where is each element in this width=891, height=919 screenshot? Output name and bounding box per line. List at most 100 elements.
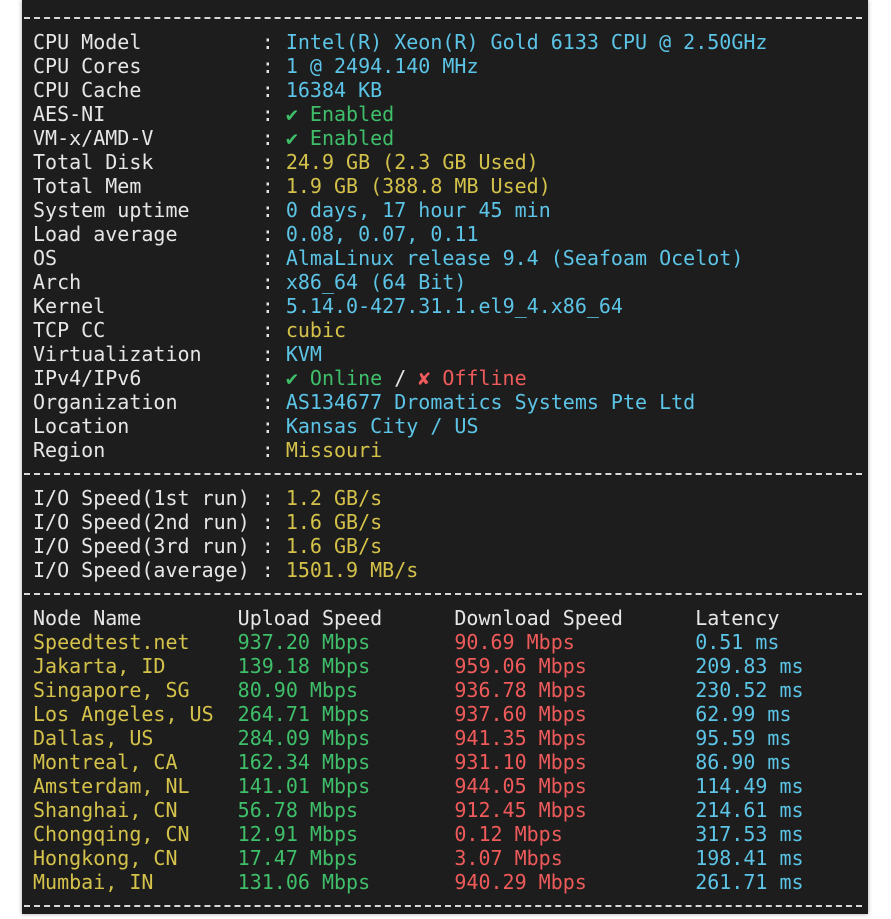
info-value: AlmaLinux release 9.4 (Seafoam Ocelot) [285,246,744,270]
info-separator: : [261,414,274,438]
io-separator: : [261,558,274,582]
info-separator: : [261,78,274,102]
table-cell: 198.41 ms [695,846,804,870]
io-value: 1.6 GB/s [285,510,383,534]
info-value: 5.14.0-427.31.1.el9_4.x86_64 [285,294,623,318]
io-label: I/O Speed(1st run) [33,486,250,510]
info-separator: : [261,342,274,366]
info-label: Organization [33,390,178,414]
io-separator: : [261,534,274,558]
table-cell: 86.90 ms [695,750,792,774]
table-cell: 317.53 ms [695,822,804,846]
table-cell: 284.09 Mbps [237,726,371,750]
separator-line [24,593,862,595]
info-value: 24.9 GB (2.3 GB Used) [285,150,539,174]
info-value: ✔ Enabled [285,102,395,126]
table-cell: Montreal, CA [33,750,178,774]
info-value: ✔ Enabled [285,126,395,150]
table-cell: 941.35 Mbps [454,726,587,750]
info-value: 0 days, 17 hour 45 min [285,198,551,222]
table-cell: 12.91 Mbps [237,822,359,846]
table-cell: 261.71 ms [695,870,804,894]
table-cell: Chongqing, CN [33,822,190,846]
info-label: CPU Cache [33,78,142,102]
table-cell: 80.90 Mbps [237,678,359,702]
table-cell: Dallas, US [33,726,154,750]
info-separator: : [261,318,274,342]
info-label: Total Disk [33,150,154,174]
io-label: I/O Speed(average) [33,558,250,582]
info-label: VM-x/AMD-V [33,126,154,150]
table-cell: 940.29 Mbps [454,870,587,894]
info-label: Virtualization [33,342,202,366]
table-cell: 17.47 Mbps [237,846,359,870]
table-cell: 131.06 Mbps [237,870,371,894]
info-label: Kernel [33,294,106,318]
table-cell: 937.20 Mbps [237,630,371,654]
io-label: I/O Speed(3rd run) [33,534,250,558]
io-value: 1.2 GB/s [285,486,383,510]
table-cell: Shanghai, CN [33,798,178,822]
info-separator: : [261,126,274,150]
io-label: I/O Speed(2nd run) [33,510,250,534]
info-value: Kansas City / US [285,414,479,438]
table-header: Node Name [33,606,142,630]
table-cell: 90.69 Mbps [454,630,575,654]
info-label: CPU Model [33,30,142,54]
info-separator: : [261,174,274,198]
table-cell: 0.51 ms [695,630,780,654]
table-header: Upload Speed [237,606,383,630]
table-header: Latency [695,606,780,630]
info-value: ✘ Offline [418,366,527,390]
info-label: Total Mem [33,174,142,198]
info-label: CPU Cores [33,54,142,78]
info-value: / [394,366,407,390]
table-cell: 56.78 Mbps [237,798,359,822]
table-cell: 3.07 Mbps [454,846,563,870]
info-value: Missouri [285,438,383,462]
table-cell: 937.60 Mbps [454,702,587,726]
info-label: IPv4/IPv6 [33,366,142,390]
table-cell: 0.12 Mbps [454,822,563,846]
io-separator: : [261,510,274,534]
info-separator: : [261,438,274,462]
io-separator: : [261,486,274,510]
table-cell: 944.05 Mbps [454,774,587,798]
terminal: CPU Model: Intel(R) Xeon(R) Gold 6133 CPU… [22,0,868,914]
info-separator: : [261,30,274,54]
table-cell: 230.52 ms [695,678,804,702]
info-separator: : [261,222,274,246]
table-cell: Mumbai, IN [33,870,154,894]
info-label: Load average [33,222,178,246]
info-value: 16384 KB [285,78,383,102]
info-label: AES-NI [33,102,106,126]
info-label: Arch [33,270,82,294]
info-separator: : [261,198,274,222]
separator-line [24,17,862,19]
info-separator: : [261,150,274,174]
info-value: x86_64 (64 Bit) [285,270,467,294]
info-label: TCP CC [33,318,106,342]
info-value: 1 @ 2494.140 MHz [285,54,479,78]
info-separator: : [261,366,274,390]
table-cell: 162.34 Mbps [237,750,371,774]
table-cell: 264.71 Mbps [237,702,371,726]
separator-line [24,905,862,907]
table-cell: 95.59 ms [695,726,792,750]
info-value: KVM [285,342,322,366]
io-value: 1.6 GB/s [285,534,383,558]
table-cell: 141.01 Mbps [237,774,371,798]
table-cell: Speedtest.net [33,630,190,654]
table-cell: Jakarta, ID [33,654,166,678]
info-value: AS134677 Dromatics Systems Pte Ltd [285,390,696,414]
info-label: OS [33,246,58,270]
info-label: Location [33,414,130,438]
info-label: System uptime [33,198,190,222]
table-cell: 912.45 Mbps [454,798,587,822]
table-header: Download Speed [454,606,623,630]
table-cell: 114.49 ms [695,774,804,798]
table-cell: 62.99 ms [695,702,792,726]
table-cell: 936.78 Mbps [454,678,587,702]
info-separator: : [261,102,274,126]
